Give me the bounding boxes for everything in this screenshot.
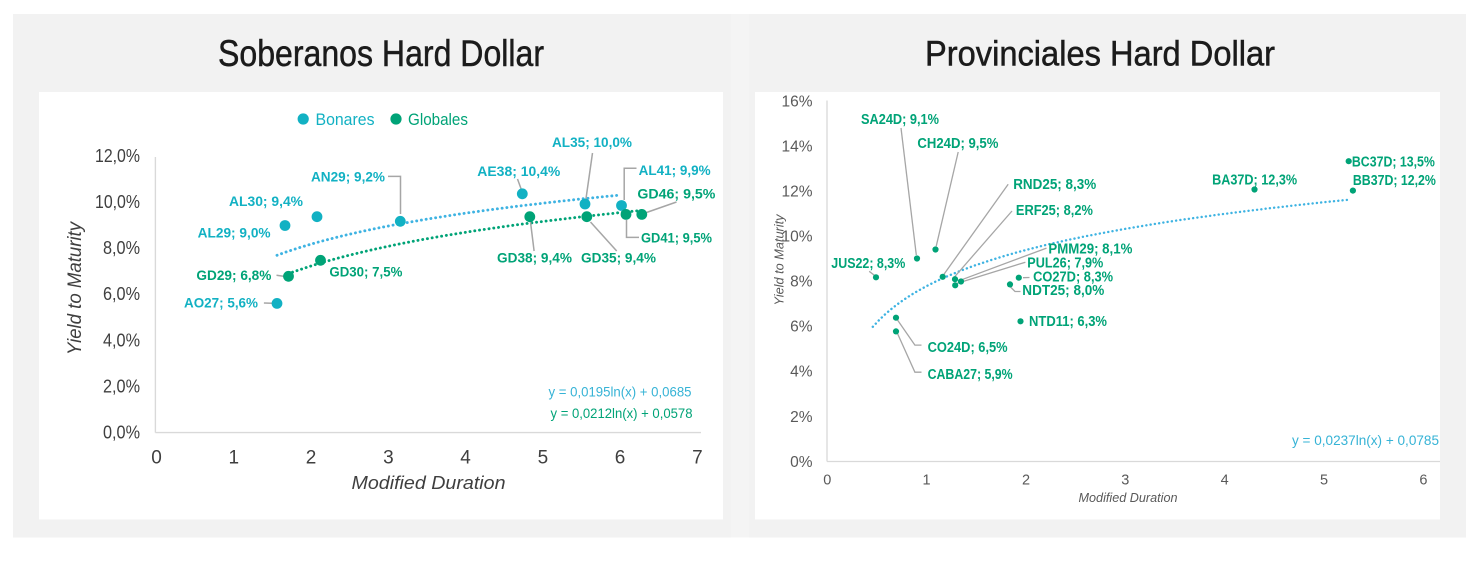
svg-text:12%: 12%: [781, 184, 812, 201]
svg-text:6%: 6%: [790, 319, 813, 336]
svg-text:0: 0: [151, 447, 162, 468]
svg-text:AL29; 9,0%: AL29; 9,0%: [198, 225, 272, 241]
svg-text:4: 4: [1221, 473, 1229, 489]
svg-text:GD46; 9,5%: GD46; 9,5%: [637, 186, 716, 202]
svg-text:CO27D; 8,3%: CO27D; 8,3%: [1033, 269, 1113, 285]
svg-text:4,0%: 4,0%: [103, 329, 140, 350]
svg-text:8%: 8%: [790, 274, 813, 291]
svg-text:5: 5: [538, 447, 549, 468]
svg-text:1: 1: [229, 447, 240, 468]
svg-text:5: 5: [1320, 473, 1328, 489]
svg-text:y = 0,0195ln(x) + 0,0685: y = 0,0195ln(x) + 0,0685: [549, 383, 692, 399]
svg-text:2: 2: [306, 447, 317, 468]
svg-text:3: 3: [1121, 473, 1129, 489]
svg-text:NTD11; 6,3%: NTD11; 6,3%: [1029, 314, 1107, 330]
svg-text:16%: 16%: [781, 93, 812, 110]
svg-text:Provinciales Hard Dollar: Provinciales Hard Dollar: [925, 35, 1275, 74]
svg-text:PUL26; 7,9%: PUL26; 7,9%: [1027, 255, 1103, 271]
svg-text:PMM29; 8,1%: PMM29; 8,1%: [1048, 241, 1132, 257]
svg-text:0%: 0%: [790, 454, 813, 471]
svg-text:12,0%: 12,0%: [95, 145, 140, 166]
svg-text:ERF25; 8,2%: ERF25; 8,2%: [1016, 203, 1093, 219]
svg-text:CABA27; 5,9%: CABA27; 5,9%: [928, 367, 1013, 383]
svg-text:Soberanos Hard Dollar: Soberanos Hard Dollar: [218, 33, 544, 74]
svg-text:y = 0,0237ln(x) + 0,0785: y = 0,0237ln(x) + 0,0785: [1292, 433, 1439, 448]
svg-text:14%: 14%: [781, 139, 812, 156]
svg-text:Bonares: Bonares: [316, 110, 375, 129]
svg-text:Yield to Maturity: Yield to Maturity: [772, 213, 787, 305]
svg-text:Modified Duration: Modified Duration: [352, 473, 506, 493]
svg-text:AO27; 5,6%: AO27; 5,6%: [184, 294, 259, 310]
svg-text:GD38; 9,4%: GD38; 9,4%: [497, 250, 573, 266]
svg-text:6: 6: [1419, 473, 1427, 489]
svg-text:AE38; 10,4%: AE38; 10,4%: [477, 163, 561, 179]
svg-text:GD41; 9,5%: GD41; 9,5%: [641, 230, 712, 246]
svg-text:4%: 4%: [790, 364, 813, 381]
svg-text:8,0%: 8,0%: [103, 237, 140, 258]
svg-text:10,0%: 10,0%: [95, 191, 140, 212]
svg-text:6,0%: 6,0%: [103, 283, 140, 304]
svg-text:7: 7: [692, 447, 703, 468]
svg-text:AL30; 9,4%: AL30; 9,4%: [229, 193, 304, 209]
svg-text:BC37D; 13,5%: BC37D; 13,5%: [1352, 155, 1435, 171]
svg-text:AL35; 10,0%: AL35; 10,0%: [552, 134, 633, 150]
svg-text:10%: 10%: [781, 229, 812, 246]
svg-text:Modified Duration: Modified Duration: [1079, 490, 1178, 505]
svg-text:y = 0,0212ln(x) + 0,0578: y = 0,0212ln(x) + 0,0578: [551, 405, 693, 421]
svg-text:Globales: Globales: [408, 110, 468, 129]
svg-text:1: 1: [923, 473, 931, 489]
svg-text:CH24D; 9,5%: CH24D; 9,5%: [917, 136, 998, 152]
svg-text:CO24D; 6,5%: CO24D; 6,5%: [928, 340, 1008, 356]
svg-text:BB37D; 12,2%: BB37D; 12,2%: [1353, 173, 1436, 189]
svg-text:3: 3: [383, 447, 394, 468]
svg-text:AL41; 9,9%: AL41; 9,9%: [639, 162, 712, 178]
svg-text:0: 0: [823, 473, 831, 489]
svg-text:2: 2: [1022, 473, 1030, 489]
svg-text:AN29; 9,2%: AN29; 9,2%: [311, 169, 386, 185]
svg-text:SA24D; 9,1%: SA24D; 9,1%: [861, 112, 939, 128]
svg-text:BA37D; 12,3%: BA37D; 12,3%: [1212, 172, 1297, 188]
svg-text:6: 6: [615, 447, 626, 468]
svg-text:GD35; 9,4%: GD35; 9,4%: [581, 250, 657, 266]
svg-text:2,0%: 2,0%: [103, 375, 140, 396]
svg-text:JUS22; 8,3%: JUS22; 8,3%: [831, 256, 905, 272]
svg-text:2%: 2%: [790, 409, 813, 426]
svg-text:4: 4: [460, 447, 471, 468]
svg-text:0,0%: 0,0%: [103, 422, 140, 443]
svg-text:GD29; 6,8%: GD29; 6,8%: [196, 267, 272, 283]
svg-text:RND25; 8,3%: RND25; 8,3%: [1013, 177, 1096, 193]
svg-text:GD30; 7,5%: GD30; 7,5%: [329, 264, 403, 280]
svg-text:Yield to Maturity: Yield to Maturity: [65, 221, 86, 355]
svg-text:NDT25; 8,0%: NDT25; 8,0%: [1022, 283, 1104, 299]
